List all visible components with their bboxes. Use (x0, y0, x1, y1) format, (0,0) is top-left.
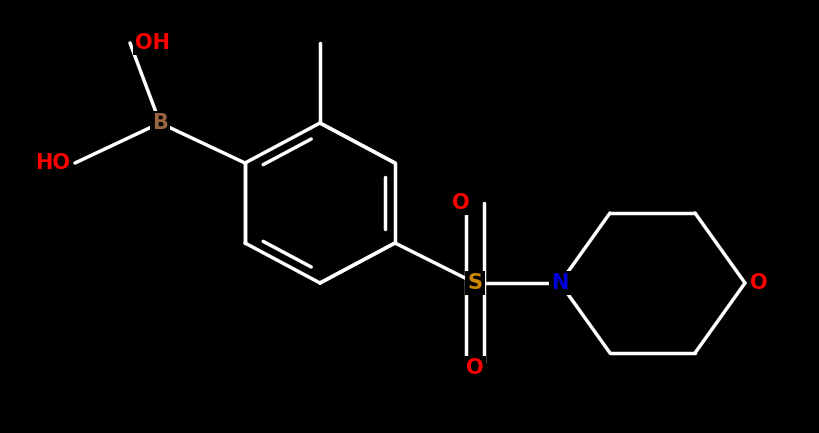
Text: HO: HO (35, 153, 70, 173)
Text: OH: OH (135, 33, 170, 53)
Text: N: N (551, 273, 568, 293)
Text: O: O (750, 273, 767, 293)
Text: S: S (468, 273, 482, 293)
Text: O: O (452, 193, 470, 213)
Text: O: O (466, 358, 484, 378)
Text: B: B (152, 113, 168, 133)
